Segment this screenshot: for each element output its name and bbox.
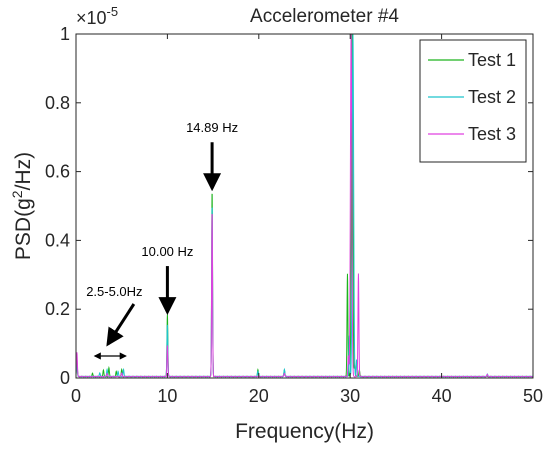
y-axis-label: PSD(g2/Hz) <box>9 152 35 260</box>
legend-label: Test 2 <box>468 87 516 107</box>
series-line-3 <box>76 34 533 378</box>
y-axis-label-main: PSD(g <box>12 198 35 260</box>
y-multiplier-base: ×10 <box>76 8 107 28</box>
annotation-label: 10.00 Hz <box>141 244 193 259</box>
y-axis-label-superscript: 2 <box>9 190 25 198</box>
chart-title: Accelerometer #4 <box>250 6 399 27</box>
x-axis-label: Frequency(Hz) <box>235 420 374 443</box>
y-multiplier-exponent: -5 <box>107 4 119 19</box>
axes-frame <box>75 33 534 379</box>
annotation-label: 2.5-5.0Hz <box>86 284 142 299</box>
x-tick-label: 40 <box>432 386 452 406</box>
x-tick-label: 20 <box>249 386 269 406</box>
axis-ticks: 0 10 20 30 40 50 0 0.2 0.4 0.6 0.8 1 <box>45 24 543 406</box>
series-lines <box>76 34 533 378</box>
y-tick-label: 0.8 <box>45 93 70 113</box>
x-tick-label: 10 <box>157 386 177 406</box>
legend: Test 1 Test 2 Test 3 <box>419 39 527 163</box>
legend-label: Test 1 <box>468 50 516 70</box>
x-tick-label: 0 <box>71 386 81 406</box>
annotation-label: 14.89 Hz <box>186 120 238 135</box>
y-tick-label: 0.4 <box>45 230 70 250</box>
y-axis-multiplier: ×10-5 <box>76 4 118 28</box>
y-axis-label-tail: /Hz) <box>12 152 35 191</box>
legend-label: Test 3 <box>468 124 516 144</box>
y-tick-label: 0.6 <box>45 162 70 182</box>
x-tick-label: 30 <box>340 386 360 406</box>
y-tick-label: 0.2 <box>45 299 70 319</box>
annotations: 14.89 Hz 10.00 Hz 2.5-5.0Hz <box>86 120 238 360</box>
range-pointer-arrow <box>106 303 136 347</box>
y-tick-label: 1 <box>60 24 70 44</box>
y-tick-label: 0 <box>60 368 70 388</box>
x-tick-label: 50 <box>523 386 543 406</box>
